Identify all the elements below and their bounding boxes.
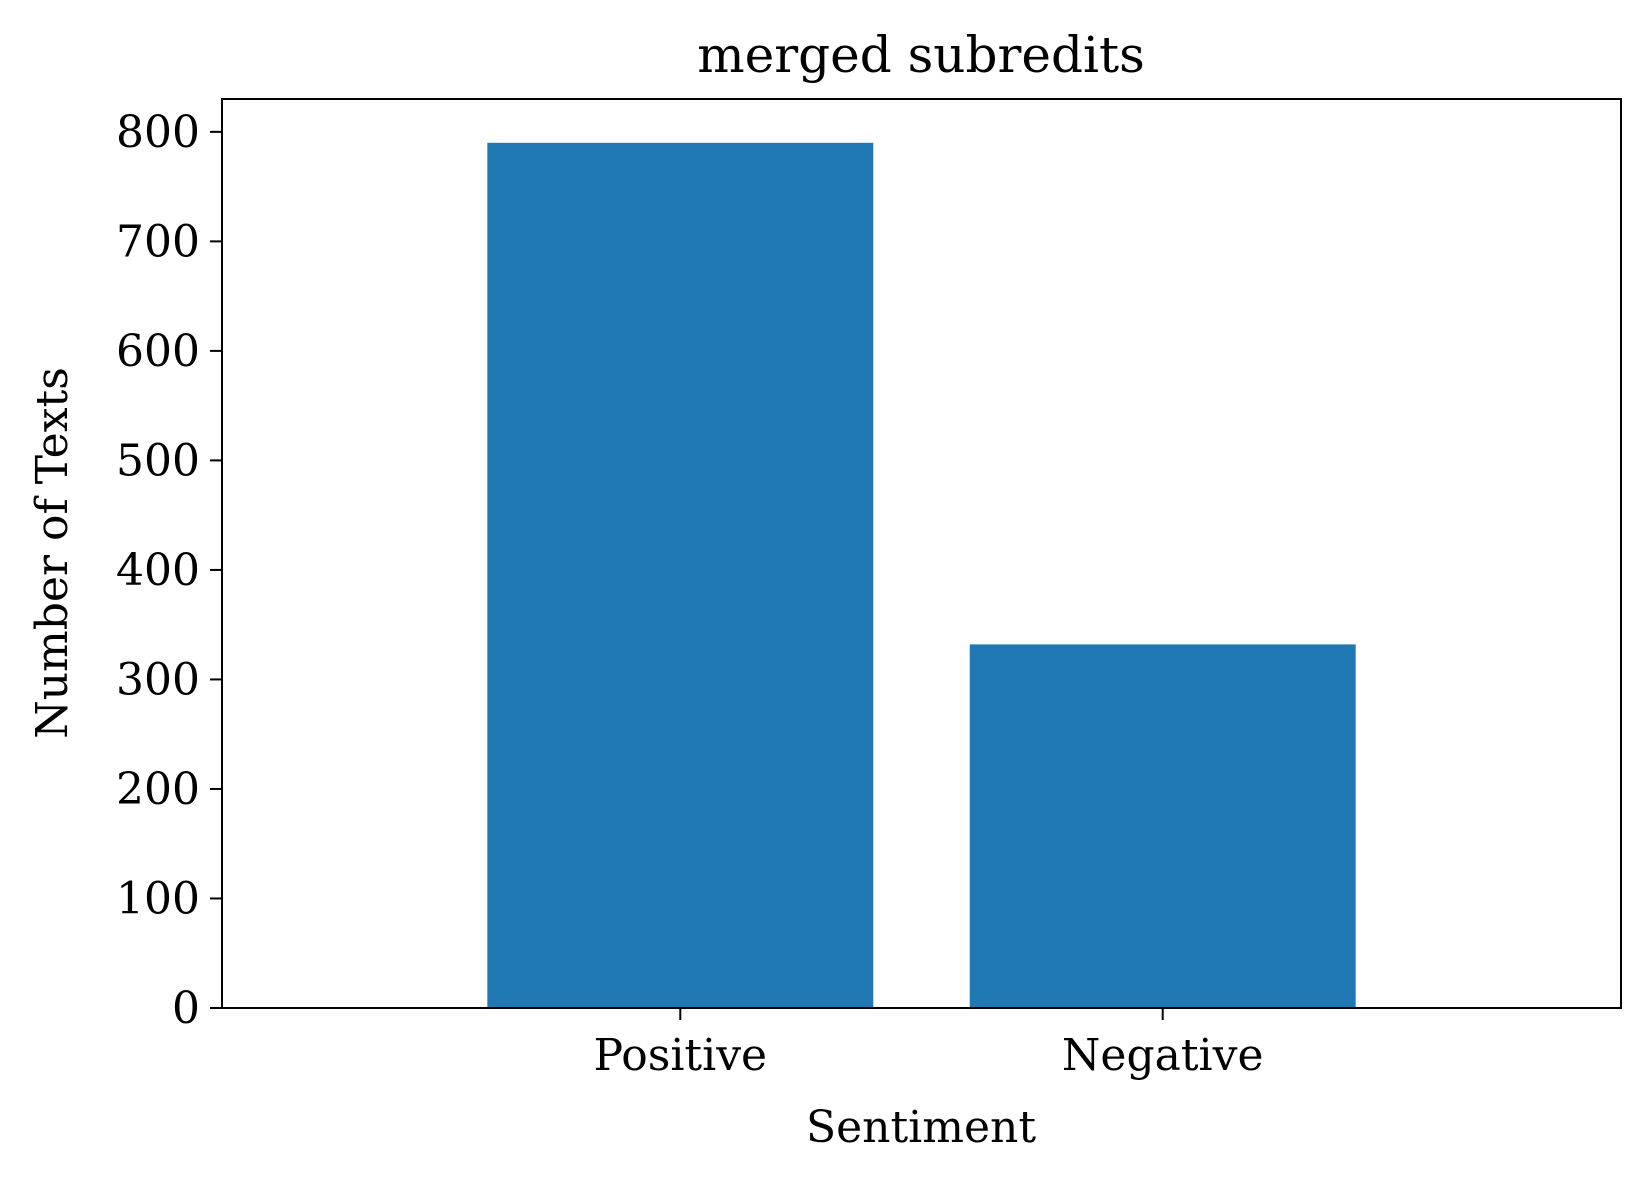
chart-title: merged subredits (697, 26, 1145, 84)
y-tick-label: 0 (172, 983, 200, 1034)
y-tick-label: 400 (116, 545, 200, 596)
y-tick-label: 100 (116, 873, 200, 924)
x-tick-label: Positive (593, 1030, 767, 1081)
y-tick-label: 200 (116, 764, 200, 815)
x-axis-ticks: Positive Negative (593, 1008, 1264, 1081)
x-axis-label: Sentiment (806, 1102, 1036, 1153)
y-tick-label: 500 (116, 435, 200, 486)
y-axis-label: Number of Texts (27, 367, 78, 739)
plot-frame (221, 98, 1622, 1009)
bar-negative (969, 644, 1356, 1008)
bars-layer (487, 142, 1356, 1008)
bar-positive (487, 142, 874, 1008)
x-tick-label: Negative (1062, 1030, 1264, 1081)
y-tick-label: 800 (116, 107, 200, 158)
y-tick-label: 700 (116, 216, 200, 267)
y-axis-ticks: 0 100 200 300 400 500 600 700 800 (116, 107, 222, 1034)
y-tick-label: 300 (116, 654, 200, 705)
y-tick-label: 600 (116, 326, 200, 377)
